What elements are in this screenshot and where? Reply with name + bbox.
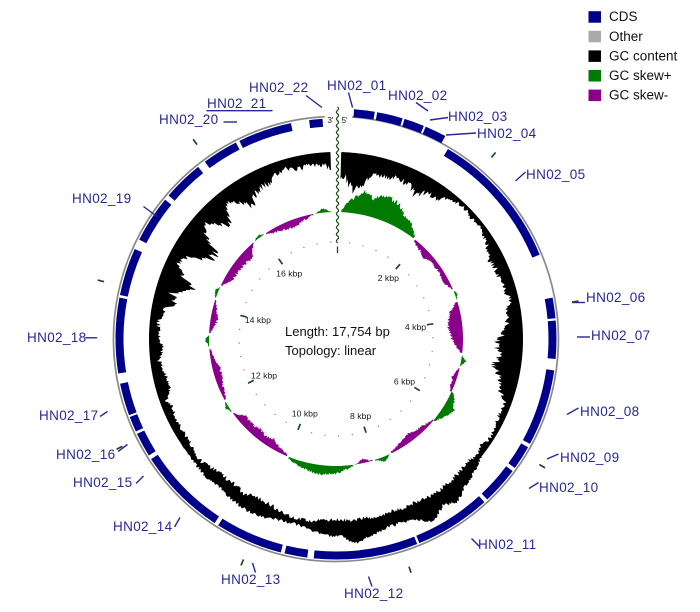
svg-text:10 kbp: 10 kbp	[292, 408, 318, 418]
svg-text:HN02_22: HN02_22	[249, 80, 309, 95]
svg-text:GC content: GC content	[609, 48, 678, 63]
svg-text:Topology: linear: Topology: linear	[285, 343, 377, 358]
svg-text:HN02_01: HN02_01	[327, 78, 387, 93]
svg-text:3': 3'	[327, 116, 334, 125]
svg-text:HN02_03: HN02_03	[448, 109, 508, 124]
svg-text:HN02_13: HN02_13	[221, 572, 281, 587]
svg-text:HN02_08: HN02_08	[580, 404, 640, 419]
svg-text:HN02_17: HN02_17	[39, 408, 99, 423]
svg-text:6 kbp: 6 kbp	[394, 377, 415, 387]
svg-text:HN02_05: HN02_05	[526, 167, 586, 182]
svg-text:HN02_21: HN02_21	[207, 96, 267, 111]
svg-text:HN02_02: HN02_02	[388, 88, 448, 103]
svg-text:HN02_15: HN02_15	[73, 475, 133, 490]
svg-text:GC skew+: GC skew+	[609, 68, 672, 83]
svg-text:HN02_18: HN02_18	[27, 330, 87, 345]
svg-text:HN02_10: HN02_10	[539, 480, 599, 495]
svg-text:14 kbp: 14 kbp	[245, 315, 271, 325]
svg-text:CDS: CDS	[609, 9, 638, 24]
svg-text:16 kbp: 16 kbp	[276, 269, 302, 279]
svg-text:12 kbp: 12 kbp	[251, 370, 277, 380]
svg-text:8 kbp: 8 kbp	[350, 411, 371, 421]
svg-text:HN02_16: HN02_16	[56, 447, 116, 462]
svg-text:5': 5'	[342, 116, 349, 125]
svg-text:HN02_07: HN02_07	[591, 328, 651, 343]
svg-text:HN02_04: HN02_04	[477, 126, 537, 141]
svg-text:GC skew-: GC skew-	[609, 88, 668, 103]
svg-text:HN02_19: HN02_19	[72, 191, 132, 206]
svg-text:Length: 17,754 bp: Length: 17,754 bp	[285, 324, 390, 339]
svg-text:Other: Other	[609, 29, 643, 44]
svg-text:HN02_11: HN02_11	[478, 537, 537, 552]
svg-text:4 kbp: 4 kbp	[405, 322, 426, 332]
svg-text:HN02_14: HN02_14	[113, 519, 173, 534]
svg-text:HN02_09: HN02_09	[560, 450, 620, 465]
svg-text:2 kbp: 2 kbp	[378, 273, 399, 283]
svg-text:HN02_06: HN02_06	[586, 290, 646, 305]
svg-text:HN02_20: HN02_20	[159, 112, 219, 127]
svg-text:HN02_12: HN02_12	[344, 586, 404, 601]
